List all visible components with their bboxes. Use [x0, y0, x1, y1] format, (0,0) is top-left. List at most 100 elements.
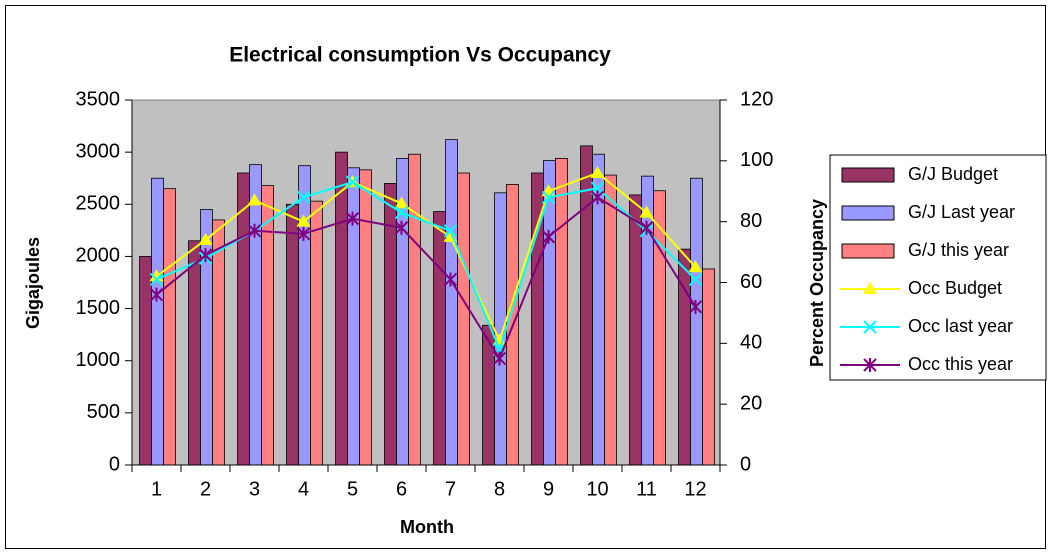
legend-label: G/J Last year: [908, 202, 1015, 222]
x-tick-label: 8: [494, 478, 505, 500]
legend-label: Occ this year: [908, 354, 1013, 374]
marker: [198, 248, 213, 263]
chart-title: Electrical consumption Vs Occupancy: [229, 44, 611, 67]
bar: [457, 172, 470, 466]
y-tick-label: 3500: [76, 88, 121, 110]
y2-tick-label: 0: [740, 453, 751, 475]
legend-label: Occ Budget: [908, 278, 1002, 298]
bar: [249, 164, 262, 466]
x-tick-label: 6: [396, 478, 407, 500]
bar: [286, 203, 299, 466]
bar: [188, 240, 201, 466]
marker: [247, 223, 262, 238]
marker: [198, 232, 213, 245]
y-tick-label: 0: [109, 453, 120, 475]
plot-area: [131, 99, 721, 466]
bar: [690, 177, 703, 466]
y-tick-label: 1500: [76, 297, 121, 319]
marker: [688, 260, 703, 273]
y-tick-label: 2500: [76, 193, 121, 215]
bar: [335, 151, 348, 466]
x-tick-label: 10: [586, 478, 608, 500]
marker: [688, 299, 703, 314]
marker: [296, 214, 311, 227]
bar: [310, 200, 323, 466]
legend-label: Occ last year: [908, 316, 1013, 336]
y-tick-label: 500: [87, 401, 120, 423]
x-axis-label: Month: [400, 517, 454, 537]
x-tick-label: 12: [684, 478, 706, 500]
marker: [296, 226, 311, 241]
bar: [629, 194, 642, 466]
marker: [247, 193, 262, 206]
y2-tick-label: 20: [740, 392, 762, 414]
marker: [863, 282, 877, 294]
legend-label: G/J this year: [908, 240, 1009, 260]
x-tick-label: 1: [151, 478, 162, 500]
x-tick-label: 5: [347, 478, 358, 500]
legend-swatch: [841, 167, 895, 183]
bar: [494, 192, 507, 466]
legend-swatch: [841, 205, 895, 221]
bar: [163, 188, 176, 466]
bar: [580, 145, 593, 466]
x-tick-label: 3: [249, 478, 260, 500]
marker: [149, 272, 164, 287]
bar: [445, 139, 458, 466]
bar: [433, 211, 446, 466]
bar: [212, 219, 225, 466]
y-tick-label: 2000: [76, 245, 121, 267]
bar: [702, 268, 715, 466]
y-tick-label: 1000: [76, 349, 121, 371]
x-tick-label: 4: [298, 478, 309, 500]
line: [155, 196, 697, 361]
marker: [590, 166, 605, 178]
bar: [200, 209, 213, 466]
marker: [639, 205, 654, 218]
bar: [151, 177, 164, 466]
marker: [863, 358, 877, 372]
marker: [639, 220, 654, 235]
bar: [408, 153, 421, 466]
marker: [541, 229, 556, 244]
marker: [492, 351, 507, 366]
legend-label: G/J Budget: [908, 164, 998, 184]
marker: [345, 211, 360, 226]
bar: [139, 256, 152, 466]
x-tick-label: 2: [200, 478, 211, 500]
y2-tick-label: 60: [740, 271, 762, 293]
line: [155, 171, 697, 343]
y2-axis-label: Percent Occupancy: [807, 199, 827, 367]
bar: [237, 172, 250, 466]
x-tick-label: 11: [636, 478, 657, 500]
legend-swatch: [841, 243, 895, 259]
bar: [359, 169, 372, 466]
bar: [261, 185, 274, 466]
marker: [541, 190, 556, 205]
marker: [688, 272, 703, 287]
marker: [590, 190, 605, 205]
marker: [296, 190, 311, 205]
y-tick-label: 3000: [76, 140, 121, 162]
marker: [345, 175, 360, 189]
y2-tick-label: 100: [740, 149, 773, 171]
marker: [149, 287, 164, 302]
marker: [863, 320, 877, 334]
bar: [604, 174, 617, 466]
y2-tick-label: 80: [740, 210, 762, 232]
y2-tick-label: 40: [740, 332, 762, 354]
marker: [394, 205, 409, 220]
marker: [443, 272, 458, 287]
bar: [298, 165, 311, 466]
marker: [394, 220, 409, 235]
legend: [829, 154, 1047, 381]
marker: [443, 224, 458, 238]
y2-tick-label: 120: [740, 88, 773, 110]
marker: [394, 196, 409, 209]
x-tick-label: 9: [543, 478, 554, 500]
y-axis-label: Gigajoules: [23, 237, 43, 329]
bar: [555, 157, 568, 466]
x-tick-label: 7: [445, 478, 456, 500]
